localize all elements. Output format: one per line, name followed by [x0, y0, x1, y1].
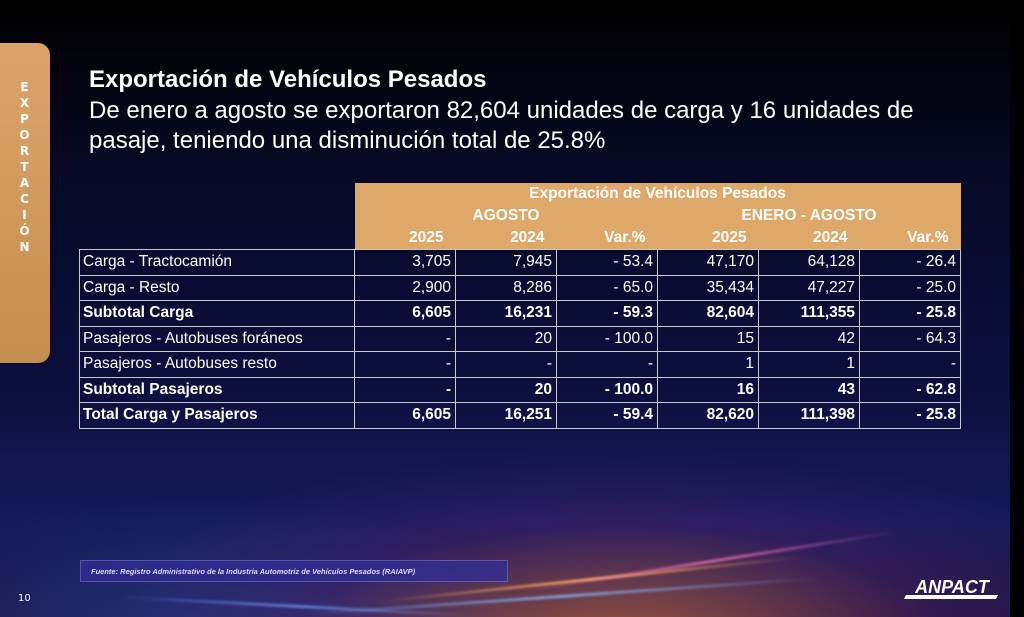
table-header-title: Exportación de Vehículos Pesados [354, 183, 961, 205]
slide-title: Exportación de Vehículos Pesados [89, 66, 487, 93]
table-cell: - [354, 351, 456, 378]
side-tab-letter: A [19, 176, 31, 190]
row-label: Carga - Tractocamión [79, 249, 355, 276]
table-cell: - 59.3 [556, 300, 658, 327]
row-label: Pasajeros - Autobuses resto [79, 351, 355, 378]
table-cell: - [354, 376, 456, 403]
column-header: Var.% [556, 227, 658, 250]
anpact-logo: ANPACT [900, 574, 1004, 602]
side-tab-letter: E [20, 80, 30, 94]
group-header-agosto: AGOSTO [354, 205, 658, 227]
column-header: Var.% [859, 227, 961, 250]
table-cell: 20 [455, 376, 557, 403]
side-tab-letter: T [20, 160, 30, 174]
column-header: 2025 [657, 227, 759, 250]
table-body: Carga - Tractocamión 3,705 7,945- 53.4 47,1… [79, 249, 962, 429]
logo-text: ANPACT [914, 577, 991, 597]
table-cell: - [354, 325, 456, 352]
table-cell: 20 [455, 325, 557, 352]
table-cell: 47,170 [657, 249, 759, 276]
table-cell: 82,620 [657, 402, 759, 429]
table-cell: 82,604 [657, 300, 759, 327]
table-cell: 43 [758, 376, 860, 403]
table-cell: 6,605 [354, 402, 456, 429]
column-header: 2025 [354, 227, 456, 250]
table-cell: 3,705 [354, 249, 456, 276]
table-cell: 1 [657, 351, 759, 378]
anpact-logo-mark: ANPACT [904, 577, 998, 599]
side-tab-letter: I [22, 208, 28, 222]
section-side-tab: E X P O R T A C I Ó N [0, 43, 50, 363]
table-row: Carga - Tractocamión 3,705 7,945- 53.4 47,1… [79, 249, 962, 276]
row-label: Total Carga y Pasajeros [79, 402, 355, 429]
page-number: 10 [18, 593, 31, 604]
table-row: Subtotal Pasajeros -20- 100.0 16 43- 62.8 [79, 376, 962, 403]
table-header: Exportación de Vehículos Pesados AGOSTO … [80, 183, 961, 250]
table-cell: - [455, 351, 557, 378]
table-cell: 111,355 [758, 300, 860, 327]
table-cell: - 100.0 [556, 325, 658, 352]
table-cell: 16,231 [455, 300, 557, 327]
table-cell: 111,398 [758, 402, 860, 429]
table-cell: - [556, 351, 658, 378]
table-cell: - 62.8 [858, 376, 962, 403]
side-tab-letter: P [20, 112, 30, 126]
table-cell: - [858, 351, 962, 378]
logo-underline [904, 595, 998, 599]
table-cell: - 25.8 [858, 402, 962, 429]
column-header: 2024 [758, 227, 860, 250]
table-row: Subtotal Carga 6,605 16,231- 59.3 82,604 111… [79, 300, 962, 327]
table-cell: 16 [657, 376, 759, 403]
export-table: Exportación de Vehículos Pesados AGOSTO … [79, 183, 962, 429]
table-cell: - 64.3 [858, 325, 962, 352]
side-tab-letter: Ó [19, 224, 31, 238]
table-cell: - 26.4 [858, 249, 962, 276]
source-note: Fuente: Registro Administrativo de la In… [80, 560, 508, 582]
table-cell: - 59.4 [556, 402, 658, 429]
side-tab-letter: X [19, 96, 31, 110]
table-cell: - 100.0 [556, 376, 658, 403]
table-cell: 8,286 [455, 274, 557, 301]
table-cell: 15 [657, 325, 759, 352]
table-cell: - 65.0 [556, 274, 658, 301]
row-label: Subtotal Carga [79, 300, 355, 327]
table-row: Pasajeros - Autobuses foráneos -20- 100.0… [79, 325, 962, 352]
table-cell: - 25.0 [858, 274, 962, 301]
row-label: Pasajeros - Autobuses foráneos [79, 325, 355, 352]
group-header-enero-agosto: ENERO - AGOSTO [657, 205, 961, 227]
table-cell: 42 [758, 325, 860, 352]
table-cell: - 53.4 [556, 249, 658, 276]
table-cell: - 25.8 [858, 300, 962, 327]
side-tab-letter: C [20, 192, 30, 206]
column-header: 2024 [455, 227, 557, 250]
table-cell: 1 [758, 351, 860, 378]
table-cell: 7,945 [455, 249, 557, 276]
side-tab-letter: O [19, 128, 31, 142]
table-cell: 6,605 [354, 300, 456, 327]
table-row: Total Carga y Pasajeros 6,605 16,251- 59.4… [79, 402, 962, 429]
table-cell: 16,251 [455, 402, 557, 429]
table-cell: 35,434 [657, 274, 759, 301]
table-cell: 2,900 [354, 274, 456, 301]
side-tab-letter: R [19, 144, 31, 158]
table-cell: 64,128 [758, 249, 860, 276]
light-streak [522, 530, 898, 593]
slide-subtitle: De enero a agosto se exportaron 82,604 u… [89, 97, 914, 154]
row-label: Carga - Resto [79, 274, 355, 301]
table-cell: 47,227 [758, 274, 860, 301]
table-row: Pasajeros - Autobuses resto - - -1 1- [79, 351, 962, 378]
side-tab-letter: N [19, 240, 31, 254]
row-label: Subtotal Pasajeros [79, 376, 355, 403]
table-row: Carga - Resto 2,900 8,286- 65.0 35,434 47,22… [79, 274, 962, 301]
